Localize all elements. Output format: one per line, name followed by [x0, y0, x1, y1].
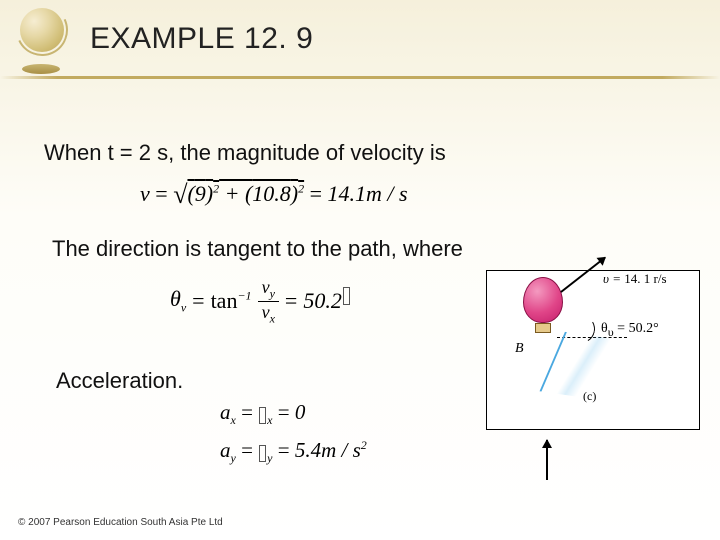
result-14-1: 14.1 [328, 181, 367, 206]
val-9: 9 [195, 181, 206, 206]
theta-sub: v [181, 301, 186, 315]
velocity-unit: m / s [366, 181, 408, 206]
velocity-diagram: B υ = 14. 1 r/s θυ = 50.2° (c) [486, 270, 700, 430]
path-curve [540, 332, 613, 398]
text-direction: The direction is tangent to the path, wh… [52, 236, 463, 262]
sqrt-sign: √ [173, 180, 187, 209]
equals-7: = [241, 438, 258, 462]
vdot-x-sub: x [267, 413, 272, 427]
globe-arc [9, 0, 76, 63]
vdot-y-sub: y [267, 451, 272, 465]
balloon-basket [535, 323, 551, 333]
ax-val: 0 [295, 400, 306, 424]
tan: tan [211, 288, 238, 313]
ay-sub: y [231, 451, 236, 465]
vdot-x [259, 407, 266, 424]
sqrt-body: (9)2 + (10.8)2 [187, 181, 304, 206]
subfigure-c-label: (c) [583, 389, 596, 404]
globe-decoration [14, 8, 70, 80]
exp-2b: 2 [298, 182, 304, 196]
tan-inv: −1 [237, 289, 251, 303]
theta-arrow-label: θυ = 50.2° [601, 321, 659, 340]
equals-6: = [278, 400, 295, 424]
ay-unit: m / s [321, 438, 361, 462]
var-v: v [140, 181, 150, 206]
balloon-icon [523, 277, 563, 323]
copyright-footer: © 2007 Pearson Education South Asia Pte … [18, 517, 223, 528]
slide-title: EXAMPLE 12. 9 [90, 22, 313, 56]
exp-2a: 2 [213, 182, 219, 196]
velocity-arrow-label: υ = 14. 1 r/s [603, 271, 667, 287]
equals-3: = [192, 288, 204, 314]
velocity-arrow [560, 257, 605, 293]
frac-den-sub: x [270, 311, 275, 325]
equals: = [155, 181, 173, 206]
frac-num-v: v [262, 277, 270, 297]
ax-sub: x [231, 413, 236, 427]
equation-theta: θv = tan−1 vy vx = 50.2 [170, 278, 350, 324]
equation-velocity-magnitude: v = √(9)2 + (10.8)2 = 14.1m / s [140, 178, 408, 208]
degree-marker [343, 287, 350, 305]
val-10-8: 10.8 [252, 181, 291, 206]
equation-ay: ay = y = 5.4m / s2 [220, 438, 367, 466]
theta-result: 50.2 [303, 288, 342, 313]
equals-8: = [278, 438, 295, 462]
equation-ax: ax = x = 0 [220, 400, 305, 428]
ay-val: 5.4 [295, 438, 321, 462]
equals-5: = [241, 400, 258, 424]
ay-exp: 2 [361, 438, 367, 452]
frac-num-sub: y [270, 287, 275, 301]
title-divider [0, 76, 720, 79]
theta-sym: θ [170, 286, 181, 311]
upward-arrow [546, 440, 548, 480]
ay-sym: a [220, 438, 231, 462]
text-velocity-intro: When t = 2 s, the magnitude of velocity … [44, 140, 446, 166]
point-b-label: B [515, 341, 524, 357]
fraction-vy-vx: vy vx [258, 278, 279, 324]
vdot-y [259, 445, 266, 462]
equals-4: = [285, 288, 297, 314]
globe-base [22, 64, 60, 74]
equals-2: = [310, 181, 328, 206]
ax-sym: a [220, 400, 231, 424]
frac-den-v: v [262, 302, 270, 322]
text-acceleration: Acceleration. [56, 368, 183, 394]
